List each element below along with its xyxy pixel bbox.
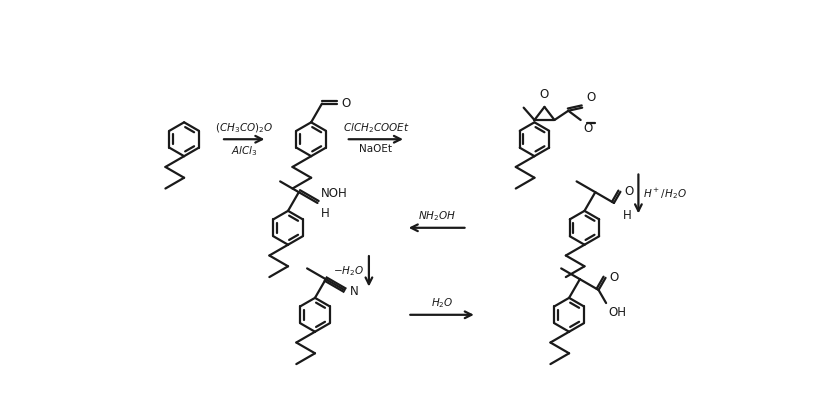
- Text: $ClCH_2COOEt$: $ClCH_2COOEt$: [343, 121, 409, 135]
- Text: $H_2O$: $H_2O$: [431, 296, 454, 310]
- Text: O: O: [624, 185, 633, 198]
- Text: O: O: [609, 271, 618, 284]
- Text: NaOEt: NaOEt: [360, 144, 392, 154]
- Text: N: N: [349, 285, 359, 298]
- Text: O: O: [342, 97, 351, 110]
- Text: O: O: [540, 88, 549, 101]
- Text: $-H_2O$: $-H_2O$: [333, 265, 365, 278]
- Text: H: H: [322, 207, 330, 220]
- Text: $H^+/H_2O$: $H^+/H_2O$: [643, 186, 687, 201]
- Text: H: H: [623, 209, 632, 222]
- Text: OH: OH: [608, 306, 627, 319]
- Text: NOH: NOH: [322, 187, 348, 200]
- Text: $AlCl_3$: $AlCl_3$: [231, 144, 258, 158]
- Text: $(CH_3CO)_2O$: $(CH_3CO)_2O$: [215, 121, 273, 135]
- Text: $NH_2OH$: $NH_2OH$: [417, 209, 456, 223]
- Text: O: O: [583, 122, 592, 135]
- Text: O: O: [586, 91, 596, 104]
